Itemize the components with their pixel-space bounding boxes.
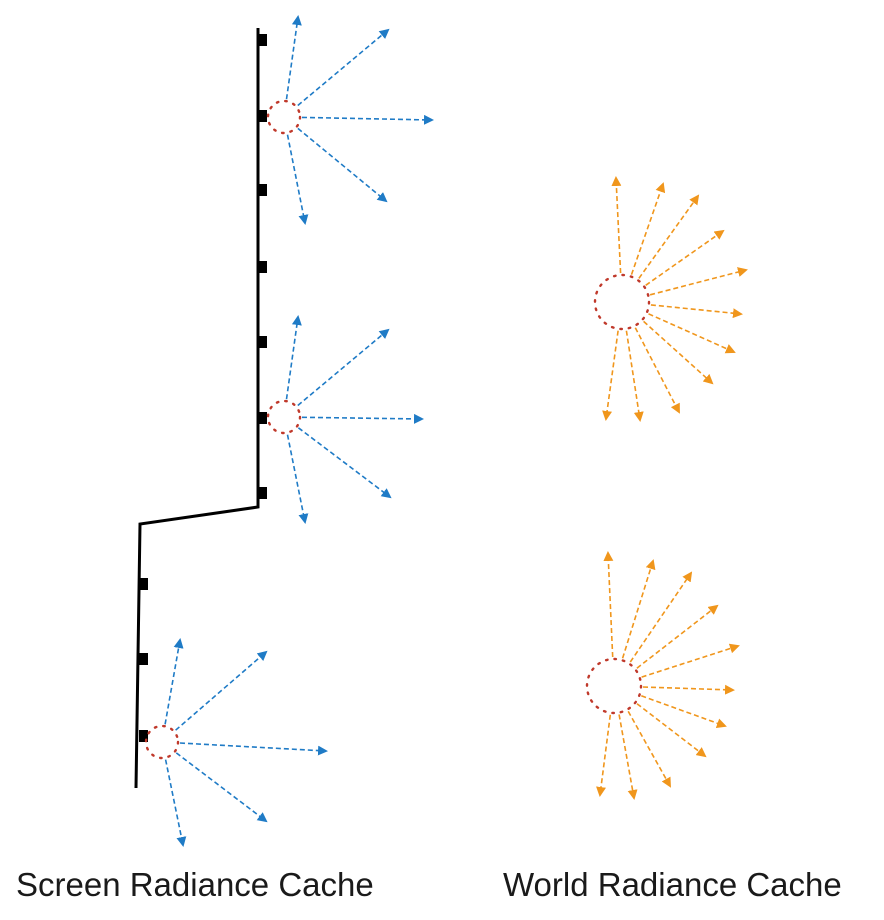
probe-ring [266,99,302,135]
ray-arrow [285,315,302,400]
sample-marker [258,110,267,122]
ray-arrow [636,703,707,758]
world-probe [585,551,740,800]
sample-marker [258,487,267,499]
ray-arrow [618,714,638,800]
sample-marker [258,261,267,273]
ray-arrow [638,194,700,279]
ray-arrow [179,742,328,756]
ray-arrow [297,427,392,499]
sample-marker [139,730,148,742]
ray-arrow [301,413,424,424]
screen-probe [266,15,434,225]
ray-arrow [621,559,656,659]
surface-line [134,28,260,789]
ray-arrow [650,304,743,319]
ray-arrow [297,328,390,407]
ray-arrow [636,604,719,669]
ray-arrow [643,320,714,385]
surface-sample-markers [139,34,267,742]
ray-arrow [627,710,671,788]
ray-arrow [285,15,302,100]
probe-ring [266,399,302,435]
probe-ring [144,724,180,760]
screen-probe [144,638,328,847]
ray-arrow [164,759,187,847]
probe-ring [585,657,643,715]
world-probes [585,176,748,800]
ray-arrow [301,114,434,125]
screen-radiance-cache-caption: Screen Radiance Cache [16,866,374,903]
ray-arrow [641,695,727,728]
ray-arrow [648,313,736,354]
ray-arrow [642,684,735,695]
world-probe [593,176,748,422]
sample-marker [258,412,267,424]
world-radiance-cache-caption: World Radiance Cache [503,866,842,903]
sample-marker [139,578,148,590]
ray-arrow [175,650,268,731]
ray-arrow [629,571,693,663]
sample-marker [258,336,267,348]
sample-marker [139,653,148,665]
ray-arrow [630,182,666,275]
ray-arrow [297,28,390,107]
ray-arrow [641,643,740,678]
ray-arrow [625,330,644,422]
radiance-cache-diagram [134,15,748,847]
ray-arrow [649,267,748,296]
ray-arrow [603,551,614,658]
ray-arrow [611,176,622,274]
sample-marker [258,34,267,46]
screen-probe [266,315,424,524]
ray-arrow [634,327,680,414]
ray-arrow [596,714,612,797]
sample-marker [258,184,267,196]
ray-arrow [286,434,309,524]
ray-arrow [164,638,184,725]
ray-arrow [286,134,309,225]
probe-ring [593,273,651,331]
ray-arrow [297,127,388,203]
ray-arrow [602,330,619,421]
ray-arrow [175,752,268,823]
screen-probes [144,15,434,847]
ray-arrow [645,229,725,286]
